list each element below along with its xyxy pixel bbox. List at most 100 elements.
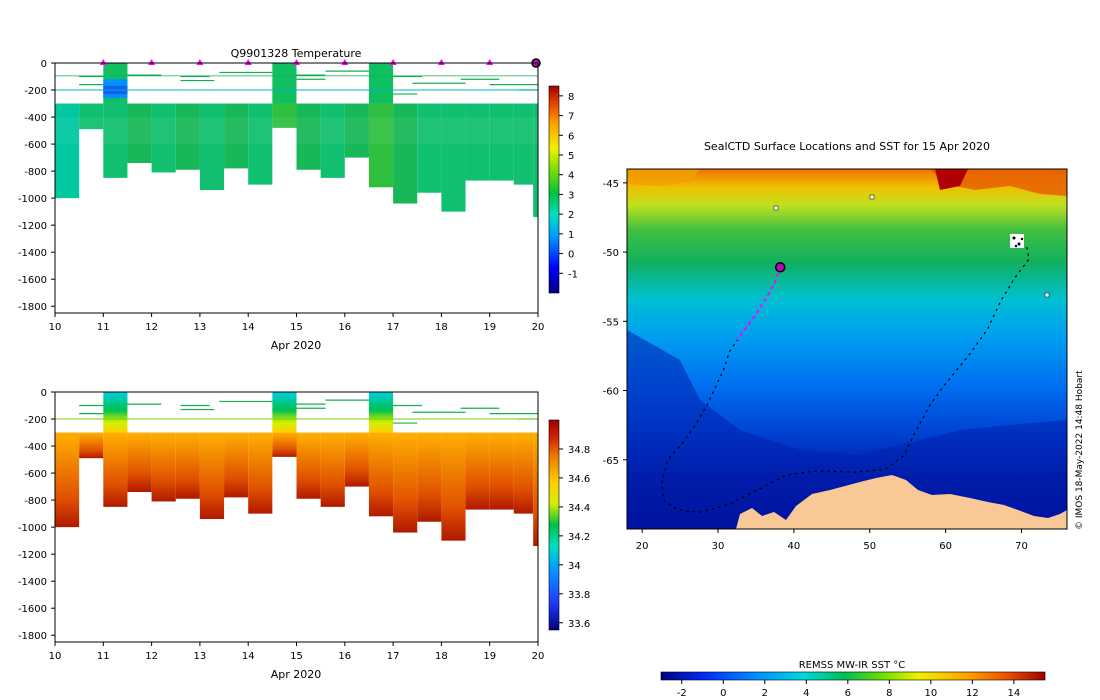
salinity-surface-column	[368, 392, 394, 433]
temperature-y-tick-label: -1000	[18, 194, 47, 205]
temperature-column-shade	[175, 117, 200, 145]
temperature-y-ticks: 0 -200 -400 -600 -800 -1000 -1200 -1400 -1600 -18…	[18, 59, 55, 313]
temperature-x-ticks: 10 11 12 13 14 15 16 17 18 19 20	[49, 313, 544, 333]
temperature-colorbar-label: 2	[568, 210, 574, 221]
temperature-column-shade	[393, 117, 418, 145]
temperature-column-shade	[151, 117, 176, 145]
salinity-x-ticks: 10 11 12 13 14 15 16 17 18 19 20	[49, 642, 545, 662]
map-longitude-label: 30	[712, 541, 725, 552]
temperature-surface-streaks	[55, 70, 538, 95]
temperature-column-shade	[513, 117, 534, 145]
salinity-profile-column	[513, 432, 534, 514]
salinity-x-tick-label: 19	[483, 651, 496, 662]
temperature-column-shade	[127, 117, 152, 145]
salinity-panel: 10 11 12 13 14 15 16 17 18 19 20 0 -200 -400 -600 -800…	[18, 388, 590, 681]
salinity-profile-column	[151, 432, 176, 502]
temperature-column-shade	[441, 117, 466, 145]
temperature-profile-column	[441, 103, 466, 212]
sst-map-panel: SealCTD Surface Locations and SST for 15…	[603, 140, 1085, 699]
temperature-y-tick-label: -600	[24, 140, 47, 151]
salinity-y-tick-label: -1800	[18, 631, 47, 642]
salinity-x-tick-label: 20	[532, 651, 545, 662]
temperature-y-tick-label: -1800	[18, 302, 47, 313]
temperature-profile-column	[513, 103, 534, 185]
sst-colorbar-label: REMSS MW-IR SST °C	[799, 660, 906, 671]
temperature-x-tick-label: 12	[145, 322, 158, 333]
temperature-profile-column	[103, 103, 128, 178]
temperature-column-shade	[368, 117, 394, 145]
salinity-y-tick-label: -1200	[18, 550, 47, 561]
salinity-profile-column	[55, 432, 80, 528]
map-longitude-label: 40	[788, 541, 801, 552]
temperature-profile-column	[533, 103, 538, 218]
temperature-profile-column	[224, 103, 249, 169]
temperature-x-tick-label: 18	[435, 322, 448, 333]
island-cluster-kerguelen	[1010, 234, 1024, 248]
salinity-x-tick-label: 15	[290, 651, 303, 662]
seal-track-recent	[736, 266, 782, 341]
salinity-x-axis-label: Apr 2020	[271, 668, 322, 681]
temperature-colorbar-label: 0	[568, 250, 574, 261]
salinity-profile-column	[489, 432, 514, 510]
temperature-profile-column	[489, 103, 514, 181]
sst-colorbar-ticks: -2 0 2 4 6 8 10 12 14	[677, 680, 1020, 699]
salinity-colorbar-label: 34.4	[568, 503, 590, 514]
temperature-column-shade	[103, 117, 128, 145]
salinity-x-tick-label: 16	[338, 651, 351, 662]
salinity-profile-column	[465, 432, 490, 510]
temperature-y-tick-label: 0	[41, 59, 47, 70]
temperature-column-shade	[55, 117, 80, 145]
map-title: SealCTD Surface Locations and SST for 15…	[704, 140, 990, 153]
map-longitude-label: 20	[636, 541, 649, 552]
temperature-colorbar-label: 8	[568, 92, 574, 103]
temperature-x-tick-label: 17	[387, 322, 400, 333]
island-crozet	[773, 205, 779, 211]
salinity-colorbar	[548, 419, 560, 631]
temperature-colorbar-ticks: 8 7 6 5 4 3 2 1 0 -1	[559, 92, 578, 280]
temperature-y-tick-label: -1200	[18, 221, 47, 232]
salinity-y-tick-label: -600	[24, 469, 47, 480]
temperature-column-shade	[320, 117, 345, 145]
temperature-profile-column	[151, 103, 176, 173]
hot-sst-core	[935, 169, 968, 190]
salinity-y-tick-label: -1600	[18, 604, 47, 615]
salinity-profile-column	[533, 432, 538, 547]
salinity-profile-column	[393, 432, 418, 533]
latest-position-marker	[774, 262, 786, 273]
temperature-x-tick-label: 11	[97, 322, 110, 333]
temperature-y-tick-label: -800	[24, 167, 47, 178]
map-latitude-label: -60	[603, 387, 619, 398]
salinity-colorbar-label: 34.2	[568, 532, 590, 543]
salinity-surface-column	[103, 392, 128, 433]
seal-track-older	[661, 243, 1030, 514]
temperature-colorbar-label: -1	[568, 269, 578, 280]
temperature-profile-column	[248, 103, 273, 185]
salinity-y-tick-label: -1000	[18, 523, 47, 534]
temperature-column-shade	[272, 117, 297, 145]
temperature-profile-column	[344, 103, 369, 158]
map-latitude-label: -50	[603, 248, 619, 259]
temperature-profile-column	[79, 103, 104, 130]
salinity-profile-column	[199, 432, 225, 520]
temperature-chart-title: Q9901328 Temperature	[231, 47, 362, 60]
temperature-profile-columns	[55, 63, 538, 218]
map-longitude-label: 60	[939, 541, 952, 552]
temperature-column-shade	[344, 117, 369, 145]
sst-colorbar	[660, 671, 1046, 681]
sst-colorbar-label: 8	[886, 688, 892, 699]
temperature-y-tick-label: -1600	[18, 275, 47, 286]
sst-colorbar-label: 14	[1007, 688, 1020, 699]
salinity-profile-column	[417, 432, 442, 522]
salinity-x-tick-label: 10	[49, 651, 62, 662]
sst-colorbar-label: 6	[845, 688, 851, 699]
salinity-profile-column	[248, 432, 273, 514]
temperature-x-tick-label: 13	[194, 322, 207, 333]
temperature-profile-column	[127, 103, 152, 163]
temperature-y-tick-label: -1400	[18, 248, 47, 259]
temperature-x-axis-label: Apr 2020	[271, 339, 322, 352]
temperature-column-shade	[533, 117, 538, 145]
salinity-x-tick-label: 11	[97, 651, 110, 662]
temperature-profile-column	[199, 103, 225, 191]
salinity-colorbar-label: 34.6	[568, 474, 590, 485]
